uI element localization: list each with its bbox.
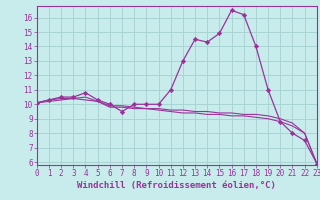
X-axis label: Windchill (Refroidissement éolien,°C): Windchill (Refroidissement éolien,°C) bbox=[77, 181, 276, 190]
